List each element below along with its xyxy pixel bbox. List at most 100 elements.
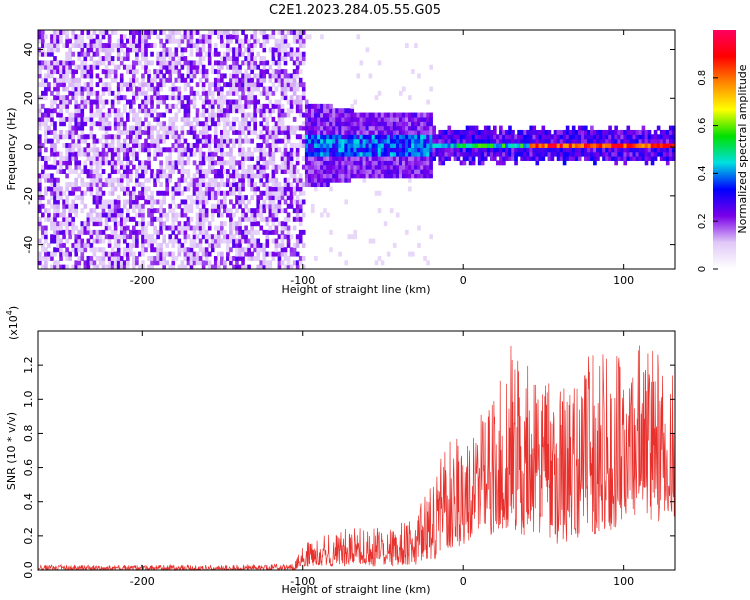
spectrogram-cell [213,190,218,196]
spectrogram-cell [171,34,176,40]
spectrogram-cell [186,260,191,266]
spectrogram-cell [562,160,567,166]
spectrogram-cell [119,182,124,188]
spectrogram-cell [122,64,127,70]
spectrogram-cell [74,125,79,131]
spectrogram-cell [235,225,239,231]
spectrogram-cell [338,151,342,157]
spectrogram-cell [474,151,479,157]
spectrogram-cell [86,51,91,57]
spectrogram-cell [119,47,124,53]
spectrogram-cell [122,156,127,161]
spectrogram-cell [280,225,285,231]
spectrogram-cell [198,173,203,179]
spectrogram-cell [423,129,427,135]
spectrogram-cell [162,95,166,101]
spectrogram-cell [186,160,191,166]
spectrogram-cell [68,142,72,148]
spectrogram-cell [71,247,75,253]
spectrogram-cell [113,199,118,205]
spectrogram-cell [150,86,154,92]
spectrogram-cell [307,116,312,122]
spectrogram-cell [156,60,160,66]
spectrogram-cell [411,164,415,170]
spectrogram-cell [92,247,97,253]
spectrogram-cell [665,129,670,135]
spectrogram-cell [386,116,391,122]
spectrogram-cell [156,103,160,109]
spectrogram-cell [259,90,264,96]
spectrogram-cell [98,164,103,170]
spectrogram-cell [301,30,306,35]
spectrogram-cell [210,203,215,209]
spectrogram-cell [132,234,136,240]
spectrogram-cell [271,182,276,188]
spectrogram-cell [377,160,382,166]
spectrogram-cell [195,164,200,170]
spectrogram-cell [68,169,72,174]
spectrogram-cell [317,147,321,153]
spectrogram-cell [420,151,424,157]
spectrogram-cell [168,151,173,157]
spectrogram-cell [62,229,66,235]
spectrogram-cell [104,177,109,183]
spectrogram-cell [250,95,254,101]
spectrogram-y-label: Frequency (Hz) [5,108,18,191]
spectrogram-cell [538,151,543,157]
spectrogram-cell [71,216,75,222]
spectrogram-cell [174,38,179,44]
spectrogram-cell [62,99,66,105]
spectrogram-cell [241,260,245,266]
spectrogram-cell [74,82,79,88]
spectrogram-cell [477,142,482,148]
spectrogram-cell [201,182,206,188]
spectrogram-cell [587,156,591,161]
spectrogram-cell [95,247,100,253]
spectrogram-cell [271,190,276,196]
spectrogram-cell [559,142,564,148]
spectrogram-cell [220,199,224,205]
spectrogram-cell [71,30,75,35]
spectrogram-cell [489,138,494,144]
spectrogram-cell [210,177,215,183]
spectrogram-cell [92,208,97,214]
spectrogram-cell [499,142,503,148]
spectrogram-cell [580,147,585,153]
spectrogram-cell [138,147,142,153]
spectrogram-cell [168,116,173,122]
spectrogram-cell [271,73,276,79]
spectrogram-cell [286,134,291,140]
spectrogram-cell [156,251,160,257]
spectrogram-cell [204,134,209,140]
spectrogram-cell [207,112,212,118]
spectrogram-cell [132,47,136,53]
spectrogram-cell [192,134,197,140]
spectrogram-cell [186,142,191,148]
spectrogram-cell [210,234,215,240]
spectrogram-cell [362,121,367,127]
spectrogram-cell [235,160,239,166]
spectrogram-cell [150,95,154,101]
spectrogram-cell [520,142,524,148]
spectrogram-cell [271,51,276,57]
spectrogram-cell [577,129,582,135]
snr-x-tick-label: -200 [130,575,155,588]
spectrogram-cell [171,142,176,148]
spectrogram-cell [159,251,163,257]
spectrogram-cell [86,90,91,96]
spectrogram-cell [241,212,245,218]
spectrogram-cell [268,203,273,209]
spectrogram-cell [132,38,136,44]
spectrogram-cell [216,169,221,174]
spectrogram-cell [353,147,358,153]
spectrogram-cell [168,208,173,214]
spectrogram-cell [89,229,94,235]
spectrogram-cell [283,73,288,79]
spectrogram-cell [626,134,631,140]
spectrogram-cell [207,164,212,170]
spectrogram-cell [195,51,200,57]
spectrogram-cell [65,108,69,114]
spectrogram-cell [347,112,352,118]
spectrogram-cell [662,129,667,135]
spectrogram-cell [171,255,176,261]
